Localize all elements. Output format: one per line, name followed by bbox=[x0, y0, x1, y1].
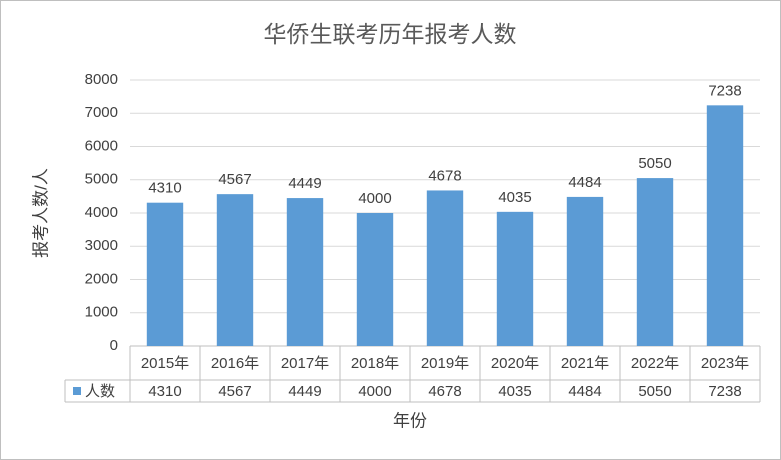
data-label: 4567 bbox=[218, 171, 251, 188]
y-tick-label: 6000 bbox=[85, 137, 118, 154]
y-tick-label: 7000 bbox=[85, 104, 118, 121]
y-tick-label: 2000 bbox=[85, 270, 118, 287]
bar bbox=[286, 198, 324, 346]
table-value: 4449 bbox=[288, 383, 321, 400]
y-tick-label: 5000 bbox=[85, 171, 118, 188]
x-tick-label: 2020年 bbox=[491, 355, 539, 372]
x-tick-label: 2016年 bbox=[211, 355, 259, 372]
data-label: 4449 bbox=[288, 175, 321, 192]
data-label: 4035 bbox=[498, 189, 531, 206]
table-value: 4678 bbox=[428, 383, 461, 400]
y-tick-label: 1000 bbox=[85, 304, 118, 321]
y-tick-label: 0 bbox=[110, 337, 118, 354]
data-label: 4678 bbox=[428, 167, 461, 184]
table-value: 4484 bbox=[568, 383, 601, 400]
bar bbox=[496, 211, 534, 346]
chart-title: 华侨生联考历年报考人数 bbox=[264, 21, 517, 47]
data-label: 4310 bbox=[148, 180, 181, 197]
bar bbox=[566, 196, 604, 346]
data-label: 4484 bbox=[568, 174, 601, 191]
legend-label: 人数 bbox=[85, 383, 115, 400]
y-tick-label: 3000 bbox=[85, 237, 118, 254]
table-value: 4000 bbox=[358, 383, 391, 400]
legend-key bbox=[73, 387, 81, 395]
table-value: 4035 bbox=[498, 383, 531, 400]
table-value: 7238 bbox=[708, 383, 741, 400]
x-tick-label: 2018年 bbox=[351, 355, 399, 372]
bar bbox=[146, 202, 184, 346]
table-value: 4567 bbox=[218, 383, 251, 400]
bar bbox=[706, 105, 744, 346]
x-tick-label: 2022年 bbox=[631, 355, 679, 372]
data-label: 5050 bbox=[638, 155, 671, 172]
x-axis-title: 年份 bbox=[393, 411, 427, 430]
y-tick-label: 4000 bbox=[85, 204, 118, 221]
bar bbox=[426, 190, 464, 346]
x-tick-label: 2017年 bbox=[281, 355, 329, 372]
table-value: 5050 bbox=[638, 383, 671, 400]
data-label: 4000 bbox=[358, 190, 391, 207]
x-tick-label: 2023年 bbox=[701, 355, 749, 372]
bar bbox=[356, 213, 394, 346]
table-value: 4310 bbox=[148, 383, 181, 400]
y-tick-label: 8000 bbox=[85, 71, 118, 88]
bar bbox=[216, 194, 254, 346]
data-label: 7238 bbox=[708, 82, 741, 99]
y-axis-title: 报考人数/人 bbox=[31, 168, 50, 258]
x-tick-label: 2021年 bbox=[561, 355, 609, 372]
bar bbox=[636, 178, 674, 346]
x-tick-label: 2015年 bbox=[141, 355, 189, 372]
x-tick-label: 2019年 bbox=[421, 355, 469, 372]
